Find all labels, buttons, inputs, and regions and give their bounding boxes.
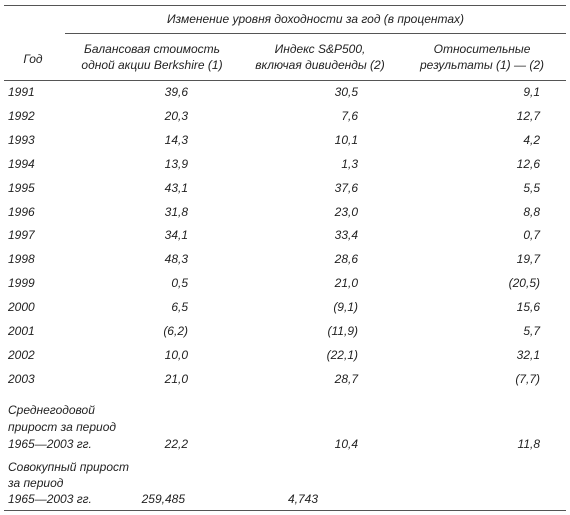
- value-cell: 0,5: [171, 276, 188, 291]
- column-header: одной акции Berkshire (1): [81, 58, 223, 72]
- value-cell: 34,1: [164, 228, 188, 243]
- year-cell: 1996: [8, 204, 35, 219]
- value-cell: 23,0: [334, 204, 358, 219]
- rule: [65, 33, 566, 34]
- summary-value: 10,4: [334, 437, 358, 451]
- year-cell: 1993: [8, 132, 35, 147]
- value-cell: 7,6: [341, 108, 358, 123]
- summary-value: 22,2: [164, 437, 188, 451]
- value-cell: 21,0: [164, 371, 188, 386]
- summary-label: прирост за период: [8, 420, 117, 434]
- column-header: включая дивиденды (2): [255, 58, 385, 72]
- column-header: Индекс S&P500,: [274, 42, 366, 56]
- rule: [4, 5, 566, 6]
- value-cell: 48,3: [164, 252, 188, 267]
- value-cell: (11,9): [327, 324, 358, 338]
- value-cell: 0,7: [523, 228, 540, 243]
- rule: [4, 80, 566, 81]
- summary-label: 1965—2003 гг.: [8, 492, 92, 506]
- year-cell: 2001: [8, 324, 35, 338]
- value-cell: 28,7: [334, 371, 358, 386]
- value-cell: (7,7): [515, 371, 540, 386]
- value-cell: 12,6: [516, 156, 540, 171]
- value-cell: (9,1): [333, 300, 358, 315]
- value-cell: 28,6: [334, 252, 358, 267]
- summary-label: Среднегодовой: [8, 403, 95, 417]
- value-cell: 43,1: [164, 180, 188, 195]
- column-header: Относительные: [433, 42, 531, 56]
- value-cell: 5,5: [523, 180, 540, 195]
- year-cell: 1994: [8, 156, 35, 171]
- year-cell: 2000: [8, 300, 35, 315]
- value-cell: 19,7: [516, 252, 540, 267]
- year-cell: 1998: [8, 252, 35, 267]
- value-cell: 39,6: [164, 85, 188, 99]
- summary-label: за период: [8, 476, 64, 490]
- year-cell: 1997: [8, 228, 35, 243]
- value-cell: (20,5): [508, 276, 540, 291]
- value-cell: 21,0: [334, 276, 358, 291]
- year-cell: 1991: [8, 85, 35, 99]
- value-cell: 5,7: [523, 324, 540, 338]
- value-cell: 13,9: [164, 156, 188, 171]
- rule: [4, 510, 566, 511]
- value-cell: 4,2: [523, 132, 540, 147]
- summary-label: 1965—2003 гг.: [8, 437, 92, 451]
- year-cell: 1992: [8, 108, 35, 123]
- value-cell: (6,2): [163, 324, 188, 338]
- summary-label: Совокупный прирост: [8, 460, 130, 474]
- value-cell: 12,7: [516, 108, 540, 123]
- group-title: Изменение уровня доходности за год (в пр…: [166, 12, 465, 26]
- value-cell: 33,4: [334, 228, 358, 243]
- value-cell: 15,6: [516, 300, 540, 315]
- value-cell: 1,3: [341, 156, 358, 171]
- value-cell: 14,3: [164, 132, 188, 147]
- value-cell: 32,1: [516, 347, 540, 362]
- value-cell: (22,1): [326, 347, 358, 362]
- year-cell: 2003: [8, 371, 35, 386]
- column-header: результаты (1) — (2): [419, 58, 545, 72]
- value-cell: 37,6: [334, 180, 358, 195]
- summary-value: 11,8: [517, 437, 540, 451]
- year-cell: 1995: [8, 180, 35, 195]
- value-cell: 8,8: [523, 204, 540, 219]
- year-cell: 1999: [8, 276, 35, 291]
- value-cell: 30,5: [334, 85, 358, 99]
- year-cell: 2002: [8, 347, 35, 362]
- column-header: Балансовая стоимость: [84, 42, 220, 56]
- value-cell: 10,0: [164, 347, 188, 362]
- value-cell: 10,1: [334, 132, 358, 147]
- summary-value: 259,485: [141, 492, 185, 506]
- value-cell: 20,3: [164, 108, 188, 123]
- value-cell: 31,8: [164, 204, 188, 219]
- value-cell: 6,5: [171, 300, 188, 315]
- value-cell: 9,1: [523, 85, 540, 99]
- column-header: Год: [23, 52, 43, 66]
- summary-value: 4,743: [287, 492, 318, 506]
